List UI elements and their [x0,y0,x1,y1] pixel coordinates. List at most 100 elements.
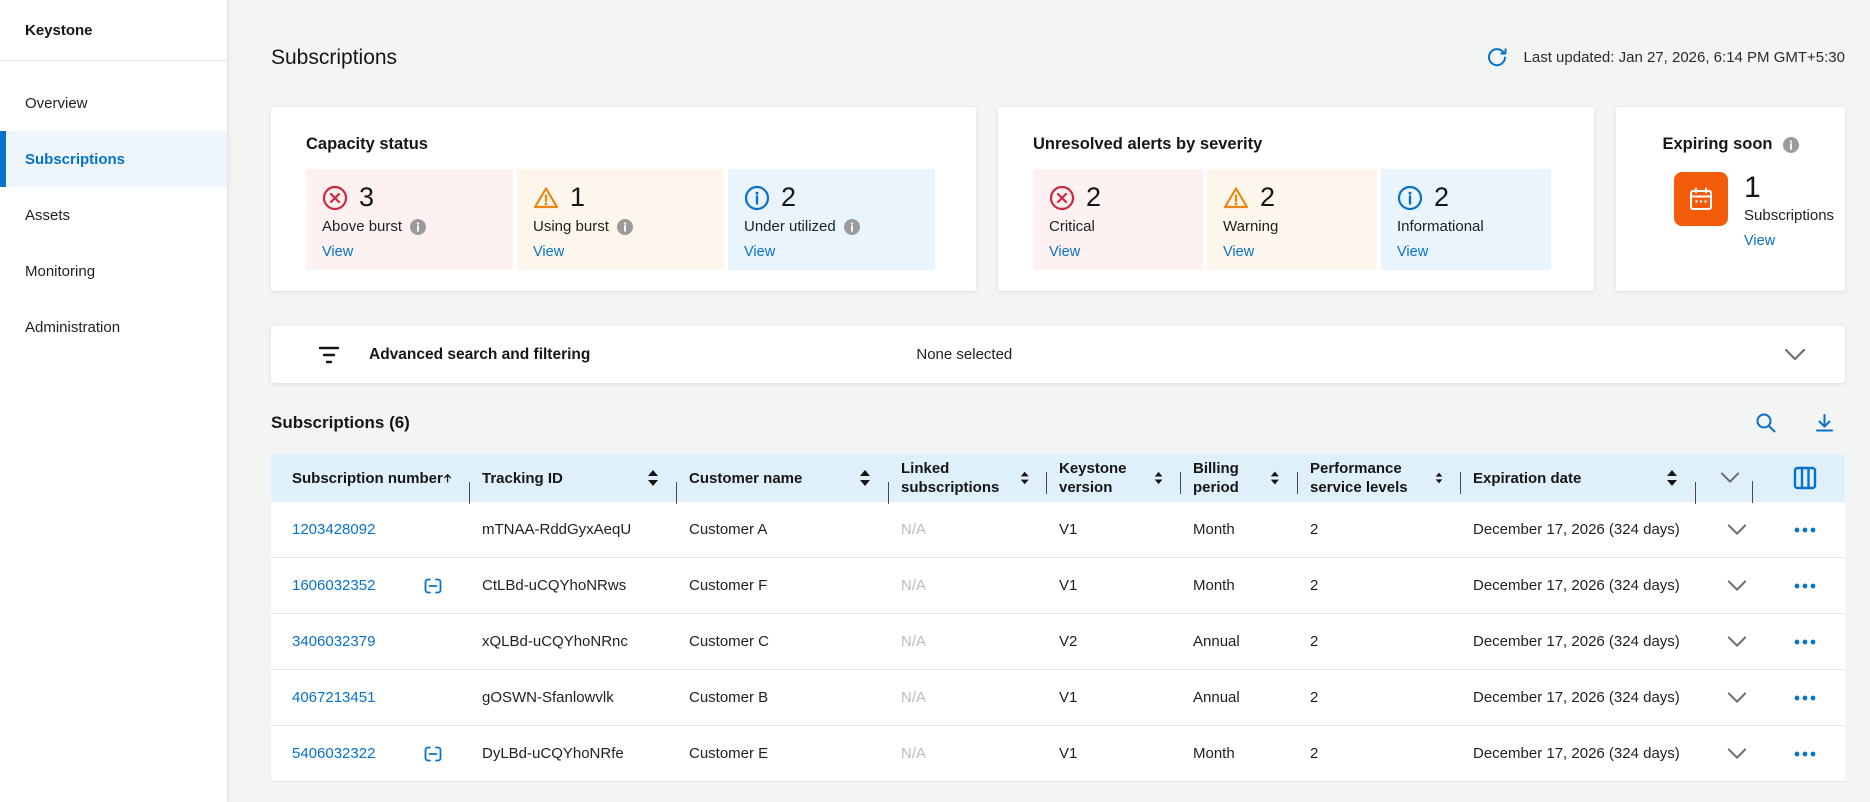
performance-service-levels-cell: 2 [1310,745,1319,762]
view-link[interactable]: View [1397,244,1429,260]
table-row: 5406032322 DyLBd-uCQYhoNRfe Customer E N… [271,726,1845,782]
expiration-date-cell: December 17, 2026 (324 days) [1473,577,1680,594]
capacity-card-title: Capacity status [306,135,428,153]
page-title: Subscriptions [271,45,398,69]
sidebar-item-subscriptions[interactable]: Subscriptions [0,131,227,187]
calendar-icon-box [1674,172,1728,226]
view-link[interactable]: View [322,244,354,260]
row-expand-button[interactable] [1708,576,1765,596]
expiring-card-title: Expiring soon [1662,135,1773,153]
expiration-date-cell: December 17, 2026 (324 days) [1473,689,1680,706]
sort-icon [648,470,658,486]
sort-icon [1667,470,1677,486]
row-actions-button[interactable] [1765,527,1845,533]
ellipsis-icon [1794,639,1816,644]
column-header-expiration-date[interactable]: Expiration date [1473,469,1708,504]
keystone-version-cell: V2 [1059,633,1078,650]
chevron-down-icon[interactable] [1783,344,1807,366]
billing-period-cell: Annual [1193,633,1240,650]
column-header-performance-service-levels[interactable]: Performance service levels [1310,459,1473,497]
billing-period-cell: Month [1193,577,1235,594]
subscription-number-link[interactable]: 1606032352 [292,577,376,594]
subscription-number-link[interactable]: 1203428092 [292,521,376,538]
refresh-button[interactable] [1483,44,1510,71]
billing-period-cell: Month [1193,745,1235,762]
filter-selection-text: None selected [916,346,1013,363]
last-updated-group: Last updated: Jan 27, 2026, 6:14 PM GMT+… [1483,44,1845,71]
capacity-tile-under-utilized: 2 Under utilized View [728,169,935,270]
refresh-icon [1487,47,1507,67]
capacity-tile-using-burst: 1 Using burst View [517,169,724,270]
info-tooltip-icon[interactable] [616,218,633,235]
row-expand-button[interactable] [1708,688,1765,708]
sidebar-item-label: Overview [25,94,88,112]
linked-subscriptions-cell: N/A [901,577,927,594]
capacity-tiles: 3 Above burst View 1 Using burst View 2 … [306,169,976,270]
tracking-id-cell: gOSWN-Sfanlowvlk [482,689,614,706]
row-actions-button[interactable] [1765,639,1845,645]
customer-name-cell: Customer F [689,577,768,594]
info-tooltip-icon[interactable] [410,218,427,235]
column-header-subscription-number[interactable]: Subscription number [292,469,482,504]
view-link[interactable]: View [1049,244,1081,260]
view-link[interactable]: View [1744,233,1776,249]
app-brand: Keystone [0,0,227,61]
view-link[interactable]: View [533,244,565,260]
table-export-button[interactable] [1812,411,1837,435]
info-tooltip-icon[interactable] [1782,136,1799,153]
row-expand-button[interactable] [1708,744,1765,764]
tile-label: Using burst [533,218,609,235]
sidebar-item-overview[interactable]: Overview [0,75,227,131]
column-header-keystone-version[interactable]: Keystone version [1059,459,1193,497]
ellipsis-icon [1794,583,1816,588]
advanced-search-bar[interactable]: Advanced search and filtering None selec… [271,326,1845,383]
view-link[interactable]: View [744,244,776,260]
row-expand-button[interactable] [1708,520,1765,540]
column-header-billing-period[interactable]: Billing period [1193,459,1310,497]
subscription-number-link[interactable]: 5406032322 [292,745,376,762]
expiring-body: 1 Subscriptions View [1616,172,1845,250]
sidebar: Keystone Overview Subscriptions Assets M… [0,0,228,802]
sort-icon [1154,471,1163,485]
chevron-down-icon [1720,472,1739,483]
tile-value: 2 [781,182,797,212]
table-row: 4067213451 gOSWN-Sfanlowvlk Customer B N… [271,670,1845,726]
billing-period-cell: Month [1193,521,1235,538]
subscription-number-link[interactable]: 4067213451 [292,689,376,706]
row-actions-button[interactable] [1765,583,1845,589]
tile-label: Warning [1223,218,1279,235]
sidebar-item-administration[interactable]: Administration [0,299,227,355]
table-search-button[interactable] [1753,410,1778,435]
info-tooltip-icon[interactable] [843,218,860,235]
column-header-linked-subscriptions[interactable]: Linked subscriptions [901,459,1059,497]
tracking-id-cell: CtLBd-uCQYhoNRws [482,577,627,594]
tile-label: Under utilized [744,218,836,235]
column-header-tracking-id[interactable]: Tracking ID [482,469,689,504]
row-expand-button[interactable] [1708,632,1765,652]
sidebar-item-assets[interactable]: Assets [0,187,227,243]
column-settings-button[interactable] [1765,466,1845,490]
sort-ascending-icon [443,474,452,483]
performance-service-levels-cell: 2 [1310,577,1319,594]
performance-service-levels-cell: 2 [1310,689,1319,706]
linked-subscriptions-icon [424,578,442,593]
sidebar-item-monitoring[interactable]: Monitoring [0,243,227,299]
view-link[interactable]: View [1223,244,1255,260]
expiring-label: Subscriptions [1744,207,1835,224]
row-actions-button[interactable] [1765,695,1845,701]
columns-icon [1793,466,1817,490]
alert-tile-critical: 2 Critical View [1033,169,1203,270]
customer-name-cell: Customer C [689,633,770,650]
column-header-customer-name[interactable]: Customer name [689,469,901,504]
keystone-version-cell: V1 [1059,521,1078,538]
sort-icon [1020,471,1029,485]
keystone-version-cell: V1 [1059,745,1078,762]
expiration-date-cell: December 17, 2026 (324 days) [1473,521,1680,538]
ellipsis-icon [1794,527,1816,532]
subscription-number-link[interactable]: 3406032379 [292,633,376,650]
sort-icon [1435,472,1443,484]
tile-label: Informational [1397,218,1484,235]
row-actions-button[interactable] [1765,751,1845,757]
main-content: Subscriptions Last updated: Jan 27, 2026… [228,0,1870,802]
expand-all-toggle[interactable] [1708,468,1765,503]
